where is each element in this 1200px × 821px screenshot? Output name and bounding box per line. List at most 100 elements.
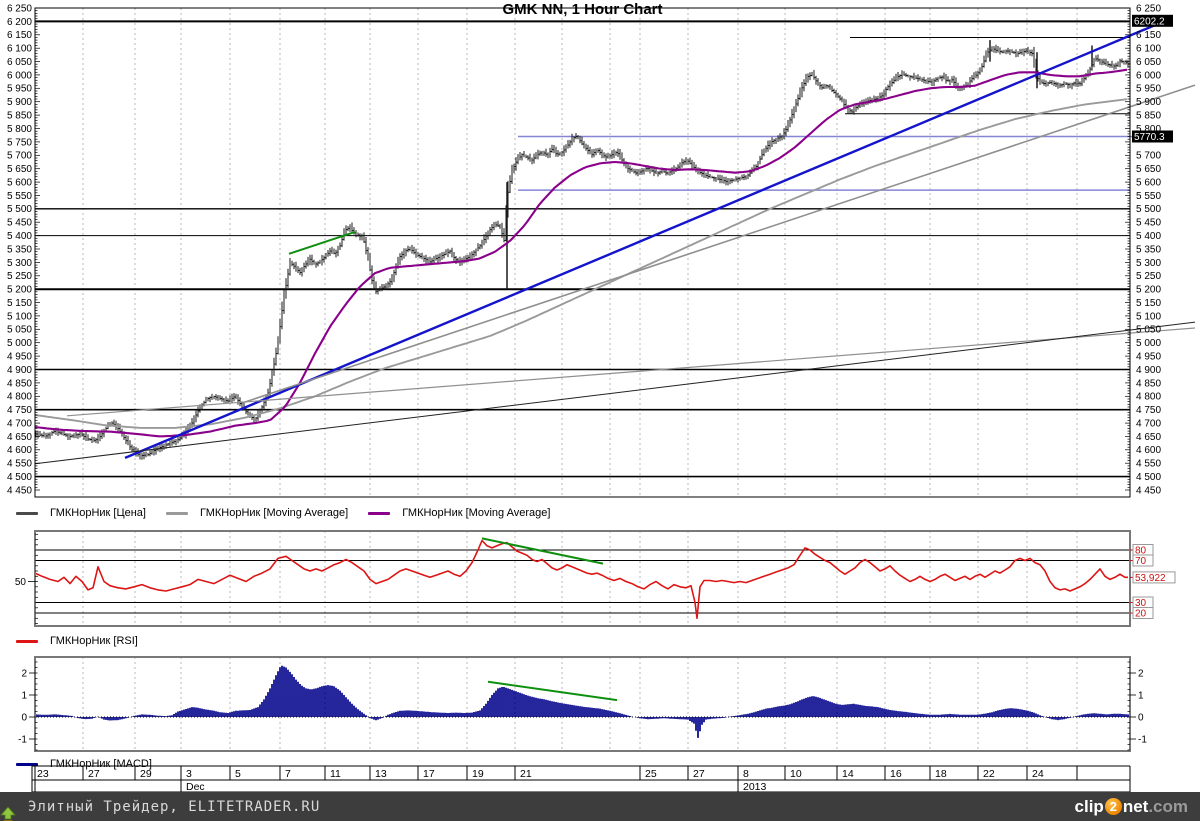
svg-text:-1: -1	[1138, 735, 1147, 746]
svg-text:4 650: 4 650	[7, 432, 32, 443]
svg-text:5 650: 5 650	[1136, 164, 1161, 175]
price-y-axis-right: 4 450 4 500 4 550 4 600 4 650 4 700 4 750 4 800…	[1125, 3, 1161, 496]
svg-text:80: 80	[1135, 546, 1147, 557]
rsi-gridlines	[82, 531, 1078, 626]
price-gridlines	[82, 8, 1078, 497]
svg-text:21: 21	[520, 768, 532, 780]
logo-2-badge: 2	[1104, 798, 1122, 815]
svg-text:-1: -1	[18, 735, 27, 746]
svg-text:5 250: 5 250	[7, 271, 32, 282]
svg-text:4 550: 4 550	[1136, 459, 1161, 470]
svg-text:4 900: 4 900	[7, 365, 32, 376]
svg-text:5 150: 5 150	[7, 298, 32, 309]
date-axis: 23 27 29 3 5 7 11 13 17 19 21 25 27 8 10 14 16 18 22 24 Dec…	[31, 765, 1131, 793]
svg-text:5 350: 5 350	[7, 244, 32, 255]
svg-text:27: 27	[88, 768, 100, 780]
svg-text:5 850: 5 850	[7, 111, 32, 122]
legend-label: ГМКНорНик [Moving Average]	[402, 507, 551, 519]
legend-label: ГМКНорНик [Цена]	[50, 507, 146, 519]
price-plot-frame	[34, 7, 1131, 498]
svg-text:4 700: 4 700	[1136, 419, 1161, 430]
watermark-text: Элитный Трейдер, ELITETRADER.RU	[28, 798, 321, 815]
svg-text:4 750: 4 750	[1136, 405, 1161, 416]
macd-series-swatch	[16, 762, 38, 766]
svg-text:2: 2	[1138, 669, 1144, 680]
date-axis-periods: Dec 2013	[180, 780, 767, 793]
macd-panel: 2 2 1 1 0 0 -1 -1	[18, 656, 1147, 752]
svg-text:5 700: 5 700	[1136, 151, 1161, 162]
chart-title: GMK NN, 1 Hour Chart	[502, 1, 663, 18]
svg-text:4 950: 4 950	[7, 352, 32, 363]
svg-text:16: 16	[890, 768, 902, 780]
svg-text:5 450: 5 450	[7, 218, 32, 229]
svg-text:5 200: 5 200	[7, 285, 32, 296]
svg-text:6 150: 6 150	[7, 30, 32, 41]
price-series-swatch	[16, 511, 38, 515]
svg-text:5 000: 5 000	[7, 338, 32, 349]
legend-item-price: ГМКНорНик [Цена]	[10, 507, 146, 519]
legend-label: ГМКНорНик [RSI]	[50, 635, 138, 647]
legend-item-ma-slow: ГМКНорНик [Moving Average]	[160, 507, 348, 519]
logo-com: .com	[1148, 796, 1188, 816]
svg-text:6 000: 6 000	[7, 70, 32, 81]
svg-text:23: 23	[37, 768, 49, 780]
svg-text:6 100: 6 100	[7, 44, 32, 55]
svg-text:13: 13	[375, 768, 387, 780]
svg-text:22: 22	[983, 768, 995, 780]
svg-text:5 400: 5 400	[1136, 231, 1161, 242]
svg-text:6 200: 6 200	[7, 17, 32, 28]
svg-text:19: 19	[472, 768, 484, 780]
svg-text:6 050: 6 050	[7, 57, 32, 68]
svg-text:5 600: 5 600	[7, 178, 32, 189]
svg-text:5 350: 5 350	[1136, 244, 1161, 255]
svg-text:5 300: 5 300	[1136, 258, 1161, 269]
price-panel: 4 450 4 500 4 550 4 600 4 650 4 700 4 750 4 800…	[7, 3, 1196, 498]
svg-text:4 600: 4 600	[7, 445, 32, 456]
svg-text:5 900: 5 900	[1136, 97, 1161, 108]
price-callouts: 6202.2 5770.3	[1132, 14, 1173, 143]
svg-text:5 300: 5 300	[7, 258, 32, 269]
logo-net: net	[1122, 796, 1149, 816]
svg-text:0: 0	[1138, 713, 1144, 724]
clip2net-logo[interactable]: clip 2 net .com	[0, 796, 1188, 821]
svg-text:4 850: 4 850	[7, 378, 32, 389]
price-y-axis-left: 4 450 4 500 4 550 4 600 4 650 4 700 4 750 4 800…	[7, 3, 40, 496]
svg-text:5 250: 5 250	[1136, 271, 1161, 282]
svg-text:20: 20	[1135, 609, 1147, 620]
svg-text:7: 7	[285, 768, 291, 780]
svg-text:70: 70	[1135, 556, 1147, 567]
svg-text:4 450: 4 450	[1136, 485, 1161, 496]
svg-text:4 750: 4 750	[7, 405, 32, 416]
svg-text:6 250: 6 250	[7, 3, 32, 14]
rsi-legend: ГМКНорНик [RSI]	[10, 633, 152, 649]
svg-text:4 600: 4 600	[1136, 445, 1161, 456]
svg-text:6 050: 6 050	[1136, 57, 1161, 68]
svg-text:5 100: 5 100	[1136, 311, 1161, 322]
svg-text:53,922: 53,922	[1135, 573, 1166, 584]
svg-text:5 150: 5 150	[1136, 298, 1161, 309]
svg-text:50: 50	[15, 577, 27, 588]
logo-clip: clip	[1074, 796, 1104, 816]
legend-item-rsi: ГМКНорНик [RSI]	[10, 635, 138, 647]
svg-text:1: 1	[21, 691, 27, 702]
svg-text:5 000: 5 000	[1136, 338, 1161, 349]
svg-text:5 400: 5 400	[7, 231, 32, 242]
rsi-line-series	[34, 537, 1128, 620]
svg-text:25: 25	[645, 768, 657, 780]
svg-text:5 550: 5 550	[1136, 191, 1161, 202]
svg-text:3: 3	[186, 768, 192, 780]
macd-histogram	[35, 665, 1129, 738]
svg-text:5 900: 5 900	[7, 97, 32, 108]
svg-text:8: 8	[743, 768, 749, 780]
svg-text:5 050: 5 050	[1136, 325, 1161, 336]
legend-item-ma-fast: ГМКНорНик [Moving Average]	[362, 507, 550, 519]
svg-text:1: 1	[1138, 691, 1144, 702]
svg-text:4 900: 4 900	[1136, 365, 1161, 376]
svg-text:6 250: 6 250	[1136, 3, 1161, 14]
moving-average-fast-line	[34, 68, 1128, 438]
svg-text:5 050: 5 050	[7, 325, 32, 336]
svg-text:6202.2: 6202.2	[1134, 16, 1165, 27]
svg-text:5 500: 5 500	[1136, 204, 1161, 215]
svg-text:30: 30	[1135, 598, 1147, 609]
